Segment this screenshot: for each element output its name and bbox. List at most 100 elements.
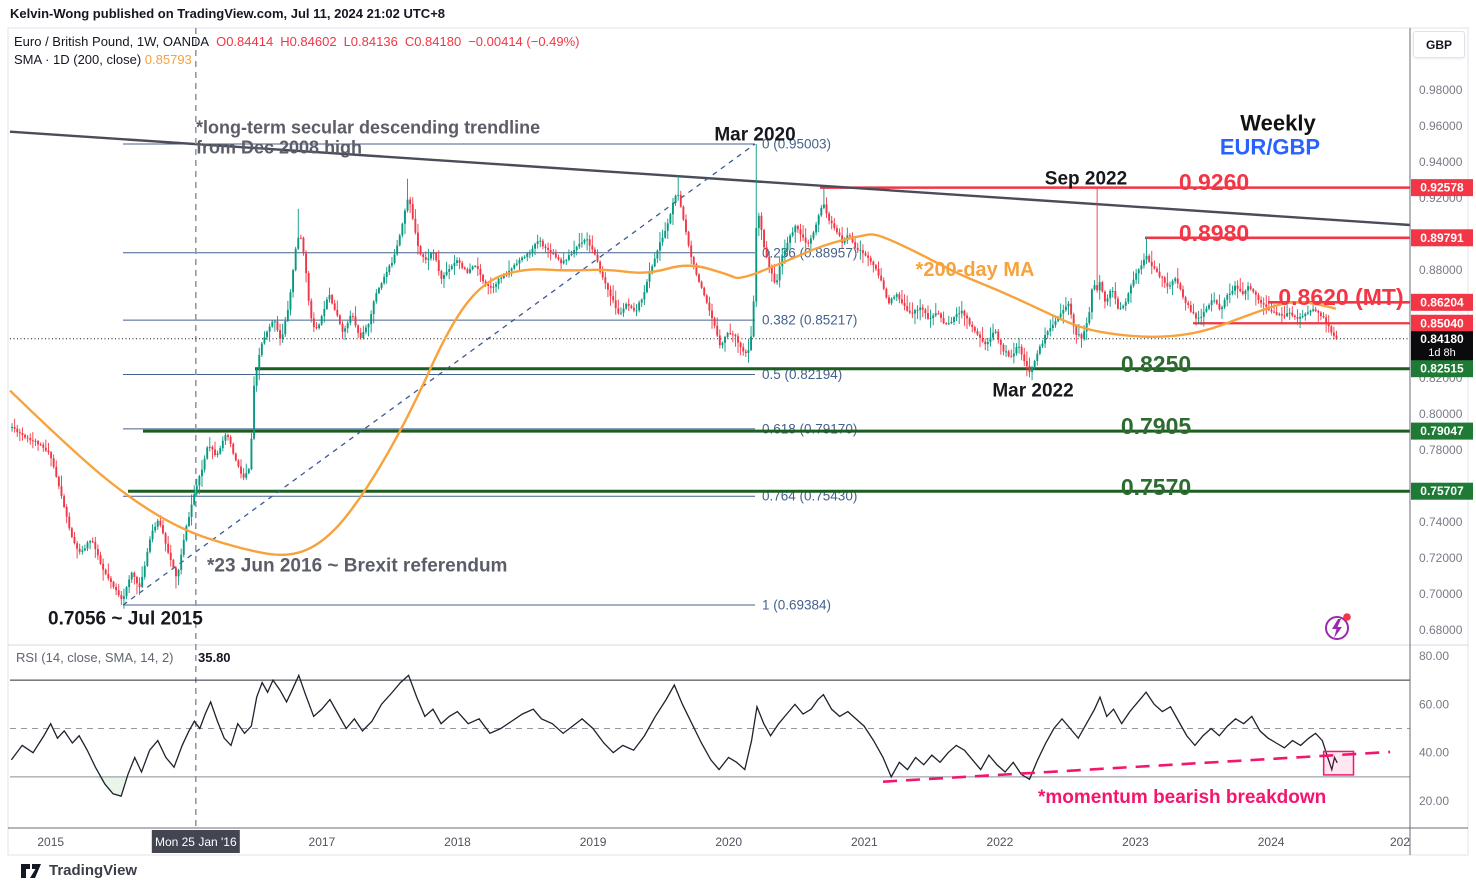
candle-body [888, 297, 890, 304]
candle-body [625, 303, 628, 309]
candle-body [1054, 321, 1057, 326]
price-axis-badge-label: 0.85040 [1420, 316, 1464, 330]
candle-body [874, 265, 877, 269]
fib-label: 0.618 (0.79170) [762, 421, 857, 436]
candle-body [167, 543, 170, 553]
price-axis-tick: 0.96000 [1419, 119, 1463, 133]
candle-body [713, 318, 716, 326]
candle-body [1132, 279, 1135, 286]
candle-body [458, 260, 461, 263]
candle-body [229, 437, 232, 444]
candle-body [848, 235, 851, 237]
candle-body [742, 347, 745, 352]
candle-body [417, 232, 419, 247]
candle-body [312, 318, 315, 328]
candle-body [406, 199, 409, 211]
candle-body [1296, 316, 1299, 319]
candle-body [89, 541, 92, 543]
candle-body [203, 458, 206, 470]
candle-body [1145, 255, 1148, 260]
candle-body [146, 551, 149, 566]
candle-body [328, 295, 331, 300]
candle-body [338, 315, 341, 324]
annotation-label: 0.8250 [1121, 351, 1191, 377]
rsi-axis-tick: 40.00 [1419, 746, 1449, 760]
tradingview-logo-text: TradingView [49, 862, 138, 879]
candle-body [588, 239, 591, 246]
candle-body [83, 548, 86, 551]
candle-body [133, 572, 136, 577]
candle-body [211, 446, 214, 450]
candle-body [690, 245, 693, 258]
candle-body [703, 287, 706, 296]
candle-body [1189, 305, 1192, 312]
candle-body [1093, 285, 1096, 290]
candle-body [1254, 291, 1257, 295]
candle-body [445, 271, 448, 275]
candle-body [1023, 354, 1026, 362]
candle-body [1176, 278, 1179, 284]
price-axis-tick: 0.78000 [1419, 443, 1463, 457]
candle-body [716, 325, 719, 336]
candle-body [430, 252, 432, 259]
candle-body [476, 266, 479, 269]
candle-body [1301, 316, 1304, 318]
candle-body [201, 469, 203, 477]
candle-body [979, 334, 981, 338]
candle-body [947, 323, 950, 325]
candle-body [1314, 309, 1317, 311]
candle-body [94, 541, 97, 550]
candle-body [99, 555, 102, 564]
candle-body [482, 274, 484, 282]
candle-body [776, 280, 779, 283]
candle-body [562, 260, 565, 264]
candle-body [263, 337, 266, 344]
tradingview-logo[interactable]: TradingView [20, 862, 137, 879]
candle-body [700, 281, 703, 288]
price-axis[interactable]: 0.980000.960000.940000.920000.880000.820… [1409, 28, 1473, 855]
candle-body [799, 229, 802, 235]
candle-body [195, 485, 198, 494]
candle-body [916, 310, 919, 312]
candle-body [310, 300, 313, 319]
candle-body [154, 526, 157, 531]
time-axis[interactable]: 2015 2017 2018 2019 2020 2021 2022 2023 2024 202 M… [8, 827, 1468, 853]
candle-body [1226, 295, 1229, 300]
candle-body [1241, 291, 1244, 295]
candle-body [162, 525, 164, 534]
annotation-label: *23 Jun 2016 ~ Brexit referendum [207, 556, 507, 577]
candle-body [1046, 331, 1049, 336]
rsi-legend-value: 35.80 [198, 650, 231, 665]
price-axis-badge [1411, 482, 1473, 500]
candle-body [981, 337, 984, 342]
candle-body [666, 223, 669, 231]
candle-body [39, 444, 42, 446]
candle-body [456, 260, 458, 264]
price-axis-tick: 0.98000 [1419, 83, 1463, 97]
currency-button[interactable]: GBP [1413, 31, 1465, 58]
candle-body [364, 327, 367, 332]
symbol-legend[interactable]: Euro / British Pound, 1W, OANDA O0.84414 H… [14, 34, 587, 49]
candle-body [565, 259, 568, 261]
candle-body [549, 249, 552, 254]
candle-body [1051, 325, 1054, 329]
candle-body [315, 327, 318, 329]
candle-body [861, 250, 864, 254]
candle-body [18, 432, 21, 434]
candle-body [744, 351, 747, 354]
candle-body [125, 587, 128, 597]
candle-body [1322, 316, 1325, 318]
candle-body [450, 265, 453, 270]
momentum-annotation: *momentum bearish breakdown [1038, 787, 1326, 808]
candle-body [448, 269, 451, 272]
candle-body [737, 336, 739, 343]
candle-body [1312, 309, 1315, 311]
candle-body [953, 317, 955, 322]
fib-label: 0.236 (0.88957) [762, 245, 857, 260]
candle-body [60, 486, 63, 497]
candle-body [976, 331, 979, 335]
candle-body [232, 443, 235, 454]
candle-body [318, 324, 321, 329]
lightning-button[interactable] [1325, 613, 1351, 640]
candle-body [934, 313, 937, 316]
